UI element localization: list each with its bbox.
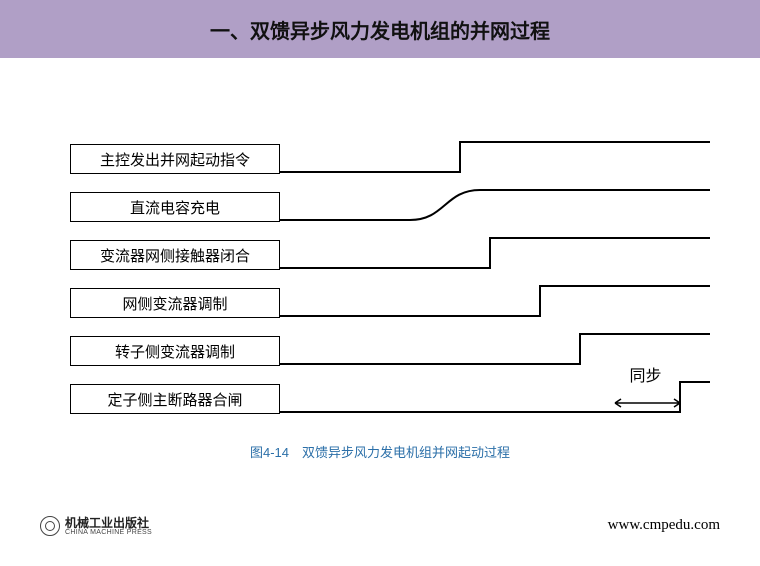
publisher-name-en: CHINA MACHINE PRESS bbox=[65, 529, 152, 536]
signal-trace bbox=[280, 188, 710, 226]
row-label: 直流电容充电 bbox=[70, 192, 280, 222]
publisher-logo: 机械工业出版社 CHINA MACHINE PRESS bbox=[40, 516, 152, 536]
diagram-row: 网侧变流器调制 bbox=[70, 284, 710, 322]
publisher-url: www.cmpedu.com bbox=[608, 517, 720, 534]
diagram-row: 变流器网侧接触器闭合 bbox=[70, 236, 710, 274]
sync-label: 同步 bbox=[630, 362, 662, 386]
signal-trace bbox=[280, 140, 710, 178]
page-title: 一、双馈异步风力发电机组的并网过程 bbox=[210, 15, 550, 44]
row-label: 转子侧变流器调制 bbox=[70, 336, 280, 366]
row-label: 变流器网侧接触器闭合 bbox=[70, 240, 280, 270]
row-label: 网侧变流器调制 bbox=[70, 288, 280, 318]
timing-diagram: 主控发出并网起动指令直流电容充电变流器网侧接触器闭合网侧变流器调制转子侧变流器调… bbox=[70, 140, 710, 440]
header-band: 一、双馈异步风力发电机组的并网过程 bbox=[0, 0, 760, 58]
diagram-row: 转子侧变流器调制 bbox=[70, 332, 710, 370]
row-label: 定子侧主断路器合闸 bbox=[70, 384, 280, 414]
signal-trace bbox=[280, 284, 710, 322]
row-label: 主控发出并网起动指令 bbox=[70, 144, 280, 174]
gear-icon bbox=[40, 516, 60, 536]
signal-trace bbox=[280, 236, 710, 274]
figure-caption: 图4-14 双馈异步风力发电机组并网起动过程 bbox=[0, 442, 760, 461]
diagram-row: 主控发出并网起动指令 bbox=[70, 140, 710, 178]
publisher-name-cn: 机械工业出版社 bbox=[65, 517, 152, 529]
diagram-row: 直流电容充电 bbox=[70, 188, 710, 226]
